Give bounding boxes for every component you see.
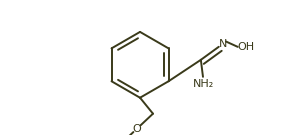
Text: OH: OH (237, 42, 254, 52)
Text: N: N (219, 39, 227, 49)
Text: O: O (133, 124, 142, 134)
Text: NH₂: NH₂ (193, 79, 215, 89)
